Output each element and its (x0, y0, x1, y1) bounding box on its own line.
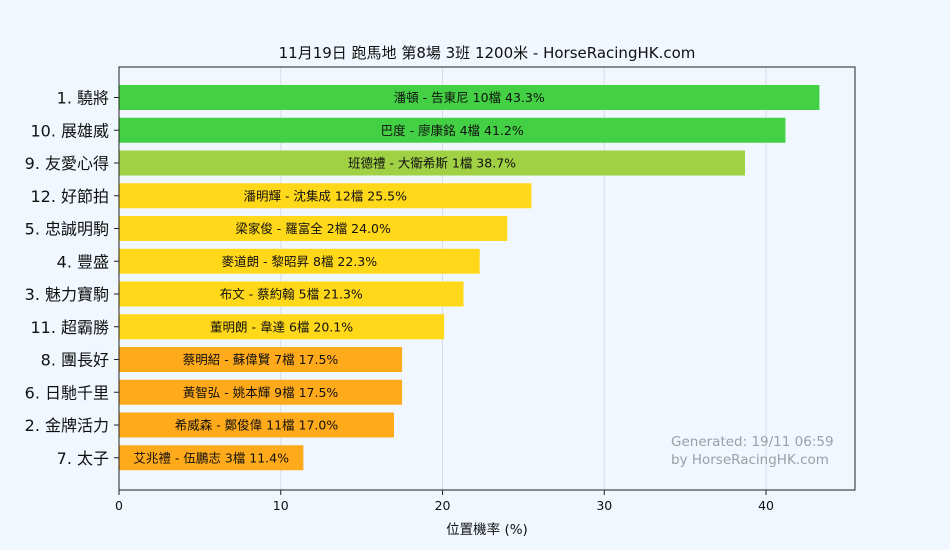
bar (119, 281, 464, 307)
category-label: 6. 日馳千里 (25, 383, 109, 402)
category-label: 5. 忠誠明駒 (25, 220, 109, 239)
watermark-site: by HorseRacingHK.com (671, 452, 829, 468)
bar-data-label: 董明朗 - 韋達 6檔 20.1% (210, 319, 353, 334)
bar-data-label: 梁家俊 - 羅富全 2檔 24.0% (235, 221, 391, 236)
bar-data-label: 潘頓 - 告東尼 10檔 43.3% (394, 90, 545, 105)
watermark-generated: Generated: 19/11 06:59 (671, 434, 834, 450)
category-label: 10. 展雄威 (30, 121, 109, 140)
bar (119, 150, 746, 176)
category-label: 7. 太子 (57, 449, 109, 468)
category-label: 11. 超霸勝 (30, 318, 109, 337)
bar (119, 314, 445, 340)
bar (119, 445, 304, 471)
bar-data-label: 麥道朗 - 黎昭昇 8檔 22.3% (222, 254, 378, 269)
bar-data-label: 潘明輝 - 沈集成 12檔 25.5% (243, 188, 407, 203)
bar (119, 412, 394, 438)
x-tick-label: 40 (758, 498, 774, 513)
bar (119, 85, 820, 110)
bar (119, 216, 508, 241)
bar-data-label: 布文 - 蔡約翰 5檔 21.3% (220, 287, 363, 302)
x-axis-label: 位置機率 (%) (446, 521, 528, 538)
bar-data-label: 艾兆禮 - 伍鵬志 3檔 11.4% (133, 450, 289, 465)
bar (119, 248, 480, 274)
y-axis-labels: 1. 驍將 10. 展雄威 9. 友愛心得 12. 好節拍 5. 忠誠明駒 4. 豐盛 3.… (25, 89, 119, 468)
bar-data-label: 蔡明紹 - 蘇偉賢 7檔 17.5% (183, 352, 339, 367)
chart-title: 11月19日 跑馬地 第8場 3班 1200米 - HorseRacingHK.… (279, 44, 696, 62)
x-tick-label: 30 (596, 498, 612, 513)
x-tick-label: 10 (273, 498, 289, 513)
x-tick-label: 0 (115, 498, 123, 513)
category-label: 1. 驍將 (57, 89, 109, 108)
bar-data-label: 黃智弘 - 姚本輝 9檔 17.5% (183, 385, 339, 400)
x-tick-label: 20 (435, 498, 451, 513)
bar (119, 347, 403, 372)
category-label: 4. 豐盛 (57, 252, 109, 271)
bar-data-label: 希威森 - 鄭俊偉 11檔 17.0% (175, 418, 339, 433)
bar (119, 379, 403, 405)
bar-data-label: 巴度 - 廖康銘 4檔 41.2% (381, 123, 524, 138)
x-axis-ticks: 0 10 20 30 40 (115, 490, 774, 513)
category-label: 9. 友愛心得 (25, 154, 109, 173)
category-label: 8. 團長好 (41, 351, 109, 370)
bar-data-label: 班德禮 - 大衛希斯 1檔 38.7% (348, 156, 516, 171)
category-label: 3. 魅力寶駒 (25, 285, 109, 304)
bars: 潘頓 - 告東尼 10檔 43.3% 巴度 - 廖康銘 4檔 41.2% 班德禮 -… (119, 85, 820, 471)
bar (119, 117, 786, 143)
category-label: 12. 好節拍 (30, 187, 109, 206)
category-label: 2. 金牌活力 (25, 416, 109, 435)
plot-frame (118, 66, 856, 491)
bar (119, 183, 532, 209)
